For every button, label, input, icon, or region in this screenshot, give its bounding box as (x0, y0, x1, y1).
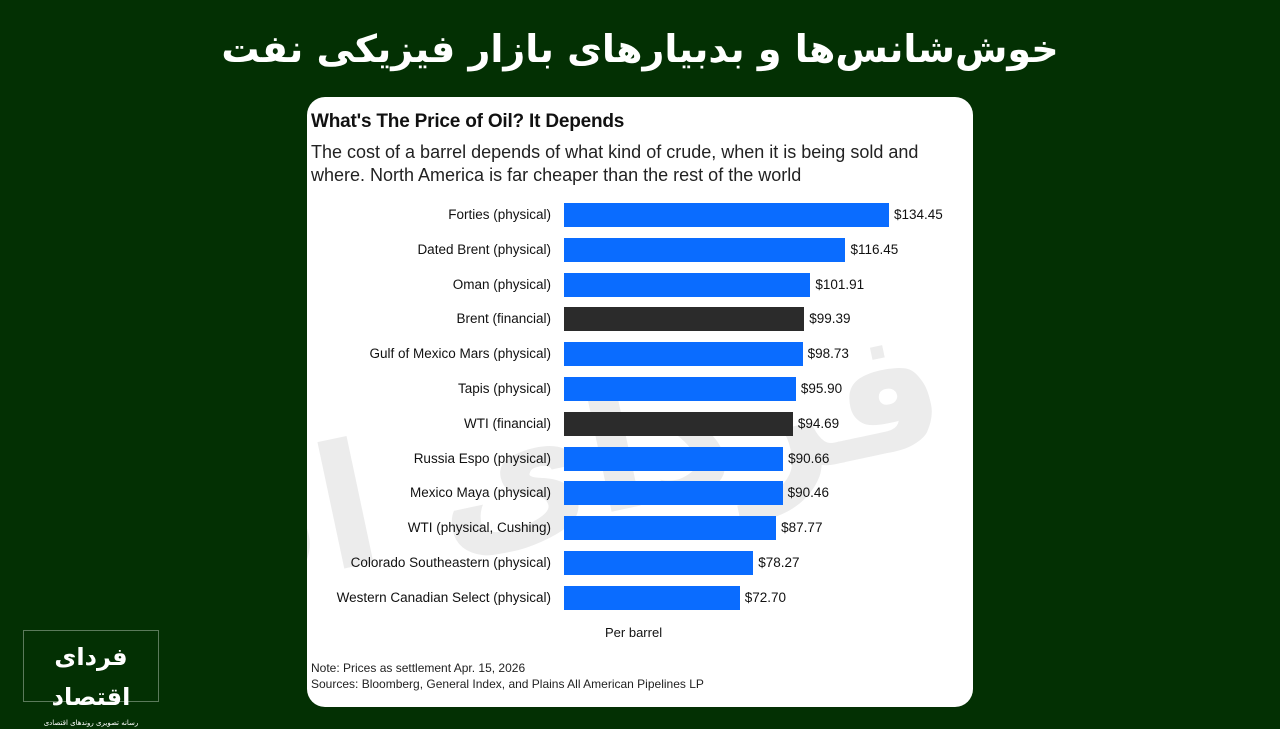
bar-row: Brent (financial) $99.39 (307, 307, 973, 342)
note-text: Note: Prices as settlement Apr. 15, 2026 (311, 661, 526, 675)
bar-row: Russia Espo (physical) $90.66 (307, 446, 973, 482)
bar-value: $90.46 (787, 485, 829, 501)
bar-label: Mexico Maya (physical) (409, 485, 551, 501)
logo-name: فردای اقتصاد (51, 643, 131, 711)
bar-row: Dated Brent (physical) $116.45 (307, 237, 973, 273)
bar-value: $98.73 (807, 346, 849, 362)
bar-label: Brent (financial) (456, 311, 551, 327)
bar-row: Mexico Maya (physical) $90.46 (307, 481, 973, 516)
bar (564, 446, 784, 471)
bar-value: $78.27 (758, 555, 800, 570)
bar-label: WTI (physical, Cushing) (407, 520, 551, 536)
bar-value: $134.45 (894, 207, 943, 222)
bar-label: Colorado Southeastern (physical) (350, 555, 551, 570)
bar-label: Tapis (physical) (457, 381, 551, 396)
bar-row: Tapis (physical) $95.90 (307, 377, 973, 412)
bar (564, 377, 796, 401)
bar-value: $87.77 (781, 520, 823, 536)
bar-label: Oman (physical) (452, 276, 551, 292)
bar (564, 411, 793, 436)
bar (564, 203, 889, 227)
bar-label: Dated Brent (physical) (417, 241, 551, 257)
bar-label: Western Canadian Select (physical) (336, 589, 551, 605)
bar-value: $116.45 (850, 241, 899, 257)
bar-row: Oman (physical) $101.91 (307, 272, 973, 308)
chart-footnote: Note: Prices as settlement Apr. 15, 2026… (311, 660, 704, 692)
bar-label: WTI (financial) (463, 415, 551, 431)
bar (564, 585, 740, 610)
bar (564, 237, 846, 262)
bar-row: Gulf of Mexico Mars (physical) $98.73 (307, 342, 973, 377)
x-axis-label: Per barrel (605, 625, 663, 640)
bar-row: Forties (physical) $134.45 (307, 203, 973, 238)
logo-tagline: رسانه تصویری روندهای اقتصادی (43, 719, 139, 727)
bar-row: WTI (physical, Cushing) $87.77 (307, 516, 973, 551)
page-headline: خوش‌شانس‌ها و بدبیارهای بازار فیزیکی نفت (221, 27, 1059, 71)
bar-row: WTI (financial) $94.69 (307, 411, 973, 447)
chart-subtitle: The cost of a barrel depends of what kin… (311, 142, 919, 185)
bar-value: $99.39 (809, 311, 851, 327)
bar-label: Forties (physical) (448, 207, 551, 222)
bar-value: $101.91 (815, 276, 865, 292)
bar-value: $72.70 (744, 589, 787, 605)
bar-label: Russia Espo (physical) (413, 450, 551, 466)
bar-row: Colorado Southeastern (physical) $78.27 (307, 551, 973, 586)
chart-card: فردای اقتصاد What's The Price of Oil? It… (307, 97, 973, 707)
chart-title: What's The Price of Oil? It Depends (311, 111, 625, 132)
bar (564, 481, 783, 506)
sources-text: Sources: Bloomberg, General Index, and P… (311, 677, 704, 691)
bar-row: Western Canadian Select (physical) $72.70 (307, 585, 973, 621)
bar-value: $95.90 (800, 381, 843, 396)
bar (564, 342, 803, 367)
bar (564, 307, 805, 332)
brand-logo: فردای اقتصاد رسانه تصویری روندهای اقتصاد… (23, 630, 159, 727)
bar-value: $94.69 (797, 415, 840, 431)
bar-label: Gulf of Mexico Mars (physical) (369, 346, 551, 362)
bar (564, 272, 811, 297)
bar-value: $90.66 (788, 450, 830, 466)
bar (564, 516, 777, 541)
bar (564, 551, 754, 575)
